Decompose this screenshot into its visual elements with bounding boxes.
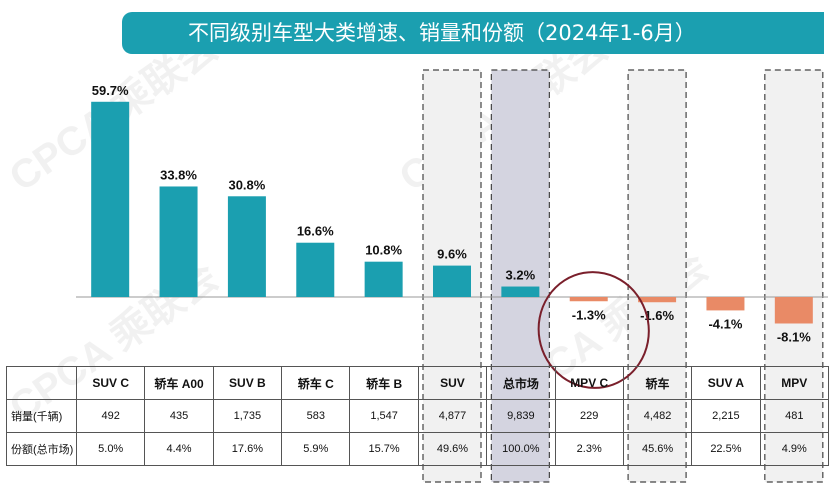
bar-6: [501, 286, 540, 297]
table-cell: 22.5%: [691, 432, 761, 466]
value-label-9: -4.1%: [708, 316, 742, 331]
bar-3: [296, 242, 335, 297]
table-header-cell: 总市场: [486, 366, 556, 400]
table-cell: 435: [144, 399, 214, 433]
table-header-cell: 轿车: [622, 366, 693, 400]
table-cell: 583: [281, 399, 351, 433]
bar-9: [706, 297, 745, 311]
table-header-cell: SUV B: [212, 366, 283, 400]
bar-4: [364, 261, 403, 297]
bar-2: [227, 196, 266, 297]
table-cell: 5.0%: [75, 432, 146, 466]
table-row-share: 份额(总市场) 5.0% 4.4% 17.6% 5.9% 15.7% 49.6% 100.0%…: [6, 432, 829, 466]
table-header-cell: 轿车 A00: [144, 366, 214, 400]
table-cell: 4,482: [622, 399, 693, 433]
table-cell: 4.9%: [759, 432, 829, 466]
table-cell: 2.3%: [554, 432, 624, 466]
table-cell: 1,735: [212, 399, 283, 433]
chart-title: 不同级别车型大类增速、销量和份额（2024年1-6月）: [122, 12, 824, 54]
table-cell: 4,877: [417, 399, 488, 433]
table-row-label: 销量(千辆): [6, 399, 77, 433]
table-cell: 2,215: [691, 399, 761, 433]
bar-0: [91, 101, 130, 297]
value-label-10: -8.1%: [777, 329, 811, 344]
value-label-7: -1.3%: [572, 307, 606, 322]
table-cell: 492: [75, 399, 146, 433]
table-corner-cell: [6, 366, 77, 400]
table-header-cell: MPV: [759, 366, 829, 400]
value-label-3: 16.6%: [297, 224, 334, 239]
table-cell: 100.0%: [486, 432, 556, 466]
table-cell: 17.6%: [212, 432, 283, 466]
table-header-cell: 轿车 B: [349, 366, 419, 400]
value-label-6: 3.2%: [506, 268, 536, 283]
table-header-row: SUV C 轿车 A00 SUV B 轿车 C 轿车 B SUV 总市场 MPV C 轿车 SUV…: [6, 366, 829, 400]
value-label-2: 30.8%: [228, 177, 265, 192]
bar-7: [569, 297, 608, 302]
value-label-0: 59.7%: [92, 83, 129, 98]
table-cell: 4.4%: [144, 432, 214, 466]
table-header-cell: SUV: [417, 366, 488, 400]
bar-8: [638, 297, 677, 303]
bar-10: [774, 297, 813, 324]
table-row-volume: 销量(千辆) 492 435 1,735 583 1,547 4,877 9,839 229 4,…: [6, 399, 829, 433]
bar-1: [159, 186, 198, 297]
value-label-4: 10.8%: [365, 243, 402, 258]
table-cell: 481: [759, 399, 829, 433]
table-cell: 5.9%: [281, 432, 351, 466]
data-table: SUV C 轿车 A00 SUV B 轿车 C 轿车 B SUV 总市场 MPV C 轿车 SUV…: [6, 366, 829, 466]
value-label-1: 33.8%: [160, 167, 197, 182]
table-cell: 229: [554, 399, 624, 433]
value-label-5: 9.6%: [437, 247, 467, 262]
table-header-cell: SUV C: [75, 366, 146, 400]
table-row-label: 份额(总市场): [6, 432, 77, 466]
bar-5: [433, 265, 471, 297]
table-cell: 9,839: [486, 399, 556, 433]
table-cell: 1,547: [349, 399, 419, 433]
table-cell: 49.6%: [417, 432, 488, 466]
table-cell: 15.7%: [349, 432, 419, 466]
table-cell: 45.6%: [622, 432, 693, 466]
table-header-cell: SUV A: [691, 366, 761, 400]
table-header-cell: 轿车 C: [281, 366, 351, 400]
table-header-cell: MPV C: [554, 366, 624, 400]
